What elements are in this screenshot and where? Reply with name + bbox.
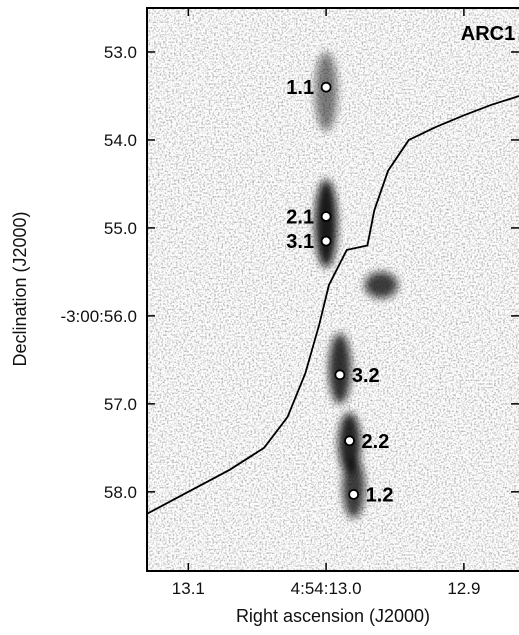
image-marker-3-1 bbox=[320, 235, 332, 247]
image-marker-3-2 bbox=[334, 369, 346, 381]
y-tick-label: 54.0 bbox=[104, 131, 137, 150]
image-label-2-1: 2.1 bbox=[286, 206, 314, 228]
y-tick-label: 58.0 bbox=[104, 483, 137, 502]
panel-title: ARC1 bbox=[461, 23, 515, 45]
emission-blob-3 bbox=[328, 333, 351, 404]
image-panel: 1.1 2.1 3.1 3.2 2.2 1.2 bbox=[147, 8, 519, 571]
image-label-1-2: 1.2 bbox=[366, 484, 394, 506]
emission-blob-2 bbox=[315, 179, 338, 268]
image-marker-1-1 bbox=[320, 81, 332, 93]
image-label-3-1: 3.1 bbox=[286, 231, 314, 253]
emission-blob-5 bbox=[342, 456, 365, 519]
x-tick-label: 13.1 bbox=[172, 579, 205, 598]
y-tick-label: 53.0 bbox=[104, 43, 137, 62]
image-marker-1-2 bbox=[348, 489, 360, 500]
y-tick-label: 57.0 bbox=[104, 395, 137, 414]
x-axis-label: Right ascension (J2000) bbox=[236, 606, 430, 626]
plot-frame bbox=[146, 7, 519, 572]
multiple-image-markers: 1.1 2.1 3.1 3.2 2.2 1.2 bbox=[286, 77, 393, 506]
image-marker-2-1 bbox=[320, 211, 332, 222]
y-axis-label: Declination (J2000) bbox=[10, 211, 30, 366]
axis-ticks: 53.0 54.0 55.0 -3:00:56.0 57.0 58.0 13.1 4:54:1… bbox=[60, 8, 519, 598]
critical-curve-line bbox=[147, 95, 519, 515]
x-tick-label: 4:54:13.0 bbox=[291, 579, 362, 598]
x-tick-label: 12.9 bbox=[447, 579, 480, 598]
image-label-2-2: 2.2 bbox=[362, 431, 390, 453]
y-tick-label: 55.0 bbox=[104, 219, 137, 238]
image-label-1-1: 1.1 bbox=[286, 77, 314, 99]
y-tick-label: -3:00:56.0 bbox=[60, 307, 137, 326]
image-marker-2-2 bbox=[344, 435, 355, 447]
emission-blob-6 bbox=[364, 271, 398, 299]
image-label-3-2: 3.2 bbox=[352, 365, 380, 387]
